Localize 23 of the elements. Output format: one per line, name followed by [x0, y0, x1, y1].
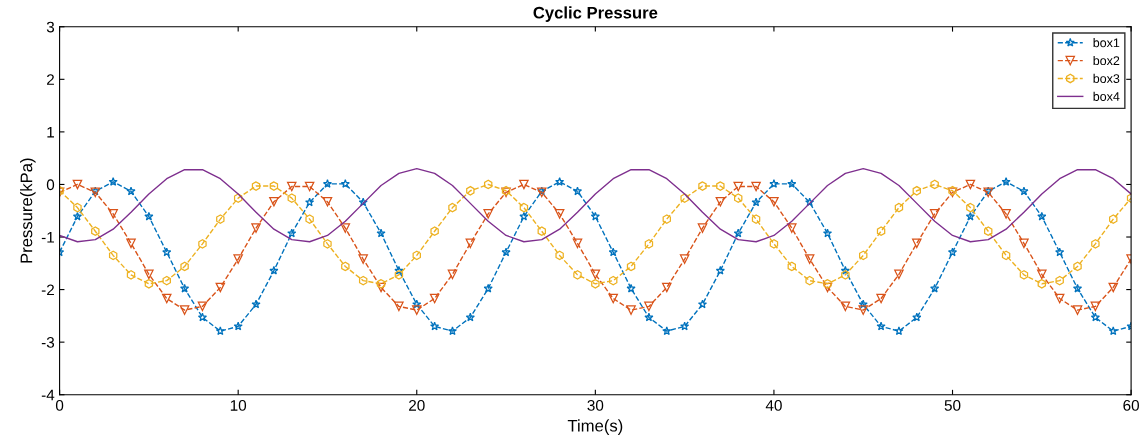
y-tick-label: 2 [47, 74, 54, 85]
y-tick-label: -1 [41, 232, 54, 243]
x-tick-label: 60 [1123, 399, 1139, 411]
line-series [59, 167, 1132, 243]
chart-title: Cyclic Pressure [533, 6, 658, 22]
legend-label: box4 [1093, 91, 1120, 101]
legend-label: box2 [1093, 55, 1120, 66]
y-tick-label: 3 [46, 21, 55, 33]
x-tick-label: 20 [409, 399, 425, 411]
legend-label: box3 [1093, 73, 1120, 83]
x-tick-label: 30 [587, 399, 604, 411]
y-tick-label: -3 [41, 337, 55, 348]
legend-label: box1 [1093, 38, 1120, 48]
x-tick-label: 10 [230, 399, 247, 411]
x-tick-label: 0 [55, 399, 64, 411]
y-tick-label: 0 [46, 179, 55, 191]
y-tick-label: -4 [41, 389, 55, 401]
y-axis-title: Pressure(kPa) [20, 158, 36, 263]
x-tick-label: 50 [944, 399, 961, 411]
x-axis-title: Time(s) [567, 419, 623, 435]
y-tick-label: 1 [47, 126, 54, 138]
x-tick-label: 40 [765, 399, 782, 411]
y-tick-label: -2 [41, 284, 54, 296]
